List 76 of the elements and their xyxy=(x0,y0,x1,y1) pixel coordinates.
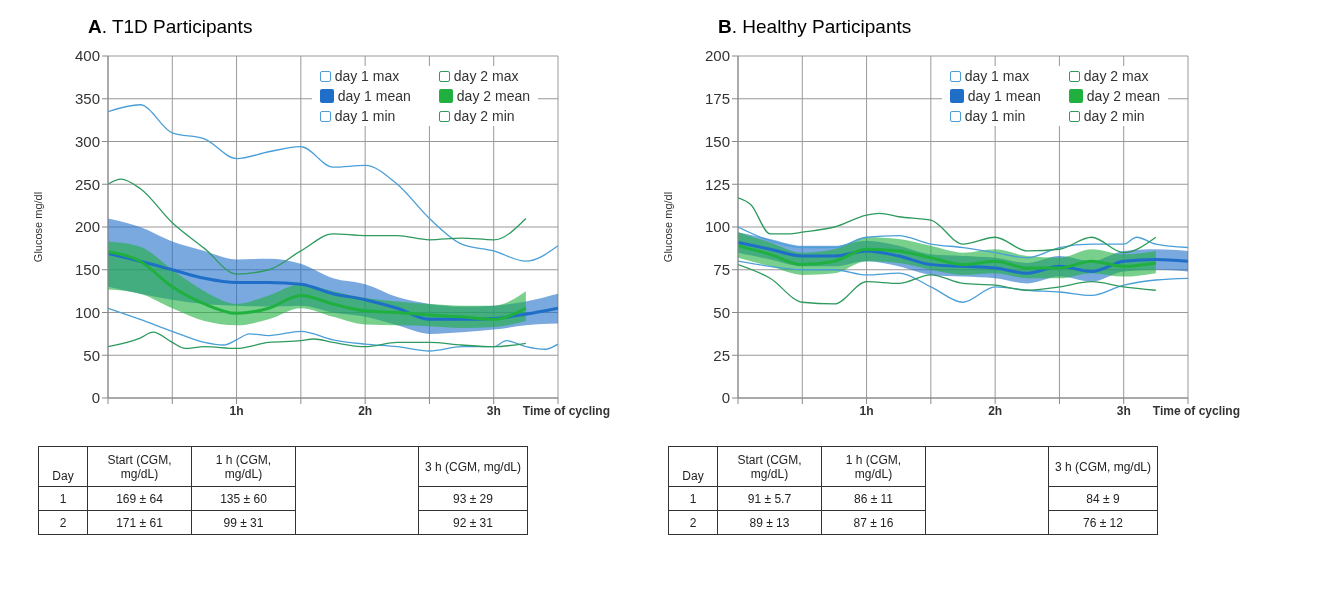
legend-label: day 1 min xyxy=(334,108,396,124)
y-tick-label: 350 xyxy=(74,90,100,108)
y-tick-label: 175 xyxy=(704,90,730,108)
y-tick-label: 150 xyxy=(74,261,100,279)
text: 99 ± 31 xyxy=(191,510,296,535)
y-tick-label: 250 xyxy=(74,175,100,193)
text: 1 xyxy=(38,486,88,511)
y-tick-label: 25 xyxy=(713,346,730,364)
line-series xyxy=(738,244,1158,270)
y-tick-label: 400 xyxy=(74,47,100,65)
text: 3 h (CGM, mg/dL) xyxy=(1048,446,1158,487)
y-axis-title: Glucose mg/dl xyxy=(661,191,674,263)
text: 171 ± 61 xyxy=(87,510,192,535)
text: 76 ± 12 xyxy=(1048,510,1158,535)
text: Day xyxy=(38,446,88,487)
y-tick-label: 100 xyxy=(74,303,100,321)
legend-label: day 1 mean xyxy=(967,88,1041,104)
text: 3 h (CGM, mg/dL) xyxy=(418,446,528,487)
text: 86 ± 11 xyxy=(821,486,926,511)
text: 92 ± 31 xyxy=(418,510,528,535)
text: 93 ± 29 xyxy=(418,486,528,511)
legend-label: day 2 max xyxy=(1083,68,1149,84)
y-tick-label: 125 xyxy=(704,175,730,193)
legend-label: day 2 mean xyxy=(456,88,530,104)
y-tick-label: 300 xyxy=(74,132,100,150)
line-series xyxy=(108,178,527,275)
text: 91 ± 5.7 xyxy=(717,486,822,511)
x-tick-label: 3h xyxy=(1116,403,1131,418)
y-tick-label: 75 xyxy=(713,261,730,279)
x-tick-label: 3h xyxy=(486,403,501,418)
line-series xyxy=(738,260,1188,303)
legend-label: day 1 max xyxy=(964,68,1030,84)
y-axis-title: Glucose mg/dl xyxy=(31,191,44,263)
line-series xyxy=(738,263,1157,305)
y-tick-label: 0 xyxy=(721,389,730,407)
text: Start (CGM, mg/dL) xyxy=(87,446,192,487)
legend-label: day 2 mean xyxy=(1086,88,1160,104)
x-axis-title: Time of cycling xyxy=(1152,404,1240,418)
line-series xyxy=(108,307,558,352)
legend-label: day 1 mean xyxy=(337,88,411,104)
text: Day xyxy=(668,446,718,487)
line-series xyxy=(738,240,1188,275)
text: 2 xyxy=(668,510,718,535)
text: 135 ± 60 xyxy=(191,486,296,511)
line-series xyxy=(108,104,558,262)
text: 2 xyxy=(38,510,88,535)
text: 87 ± 16 xyxy=(821,510,926,535)
chart-title: B. Healthy Participants xyxy=(718,16,913,39)
y-tick-label: 200 xyxy=(74,218,100,236)
y-tick-label: 200 xyxy=(704,47,730,65)
text: 169 ± 64 xyxy=(87,486,192,511)
text: 1 h (CGM, mg/dL) xyxy=(821,446,926,487)
line-series xyxy=(738,226,1188,259)
text: 84 ± 9 xyxy=(1048,486,1158,511)
line-series xyxy=(108,331,527,350)
x-axis-title: Time of cycling xyxy=(522,404,610,418)
legend-label: day 2 max xyxy=(453,68,519,84)
y-tick-label: 50 xyxy=(83,346,100,364)
chart-title: A. T1D Participants xyxy=(88,16,254,39)
text: 89 ± 13 xyxy=(717,510,822,535)
legend-label: day 2 min xyxy=(1083,108,1145,124)
x-tick-label: 1h xyxy=(859,403,874,418)
legend-label: day 2 min xyxy=(453,108,515,124)
text: Start (CGM, mg/dL) xyxy=(717,446,822,487)
x-tick-label: 1h xyxy=(229,403,244,418)
y-tick-label: 100 xyxy=(704,218,730,236)
y-tick-label: 50 xyxy=(713,303,730,321)
legend-label: day 1 min xyxy=(964,108,1026,124)
legend-label: day 1 max xyxy=(334,68,400,84)
y-tick-label: 0 xyxy=(91,389,100,407)
y-tick-label: 150 xyxy=(704,132,730,150)
text: 1 h (CGM, mg/dL) xyxy=(191,446,296,487)
x-tick-label: 2h xyxy=(358,403,373,418)
line-series xyxy=(738,197,1157,254)
text: 1 xyxy=(668,486,718,511)
x-tick-label: 2h xyxy=(988,403,1003,418)
